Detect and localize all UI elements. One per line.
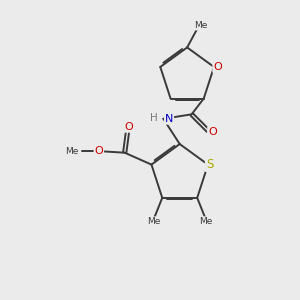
Text: O: O xyxy=(208,127,217,137)
Text: S: S xyxy=(206,158,213,171)
Text: N: N xyxy=(165,114,173,124)
Text: Me: Me xyxy=(147,217,160,226)
Text: Me: Me xyxy=(65,147,78,156)
Text: O: O xyxy=(125,122,134,132)
Text: O: O xyxy=(213,62,222,72)
Text: Me: Me xyxy=(194,21,207,30)
Text: Me: Me xyxy=(200,217,213,226)
Text: O: O xyxy=(94,146,103,156)
Text: H: H xyxy=(150,113,158,123)
